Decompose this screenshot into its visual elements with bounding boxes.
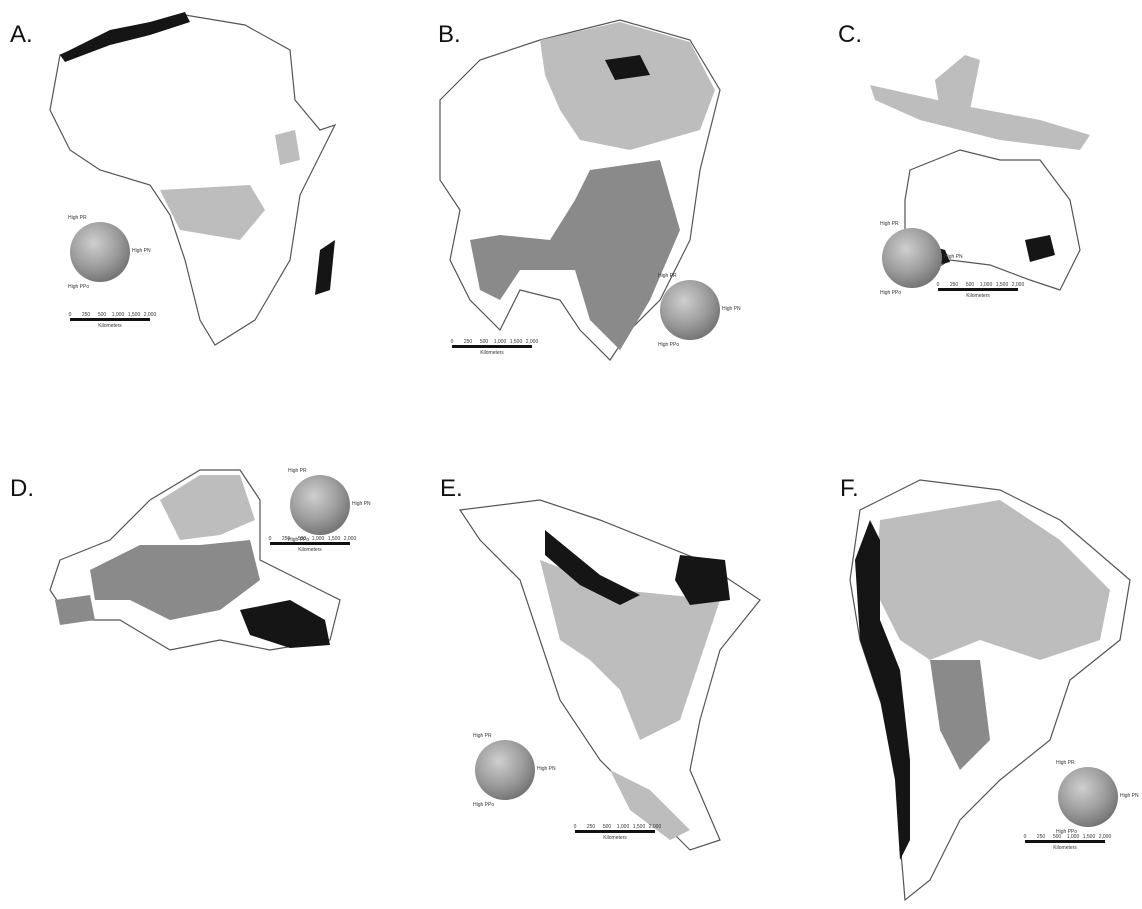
scale-tick: 0 [1024, 834, 1027, 840]
legend-label: High PPo [880, 290, 901, 296]
panel-label: C. [838, 21, 862, 48]
scale-unit: Kilometers [298, 547, 322, 553]
scale-unit: Kilometers [603, 835, 627, 841]
scale-tick: 2,000 [344, 536, 357, 542]
scale-tick: 250 [1037, 834, 1046, 840]
africa [50, 15, 335, 345]
scale-bar [452, 345, 532, 348]
legend-label: High PN [132, 248, 151, 254]
legend-label: High PN [352, 501, 371, 507]
legend-label: High PR [68, 215, 87, 221]
legend-label: High PN [944, 254, 963, 260]
scale-bar [575, 830, 655, 833]
legend-label: High PN [537, 766, 556, 772]
scale-tick: 500 [1053, 834, 1062, 840]
maps [50, 12, 1130, 900]
legend-label: High PPo [68, 284, 89, 290]
scale-tick: 500 [298, 536, 307, 542]
scale-tick: 2,000 [526, 339, 539, 345]
scale-tick: 1,000 [494, 339, 507, 345]
scale-tick: 0 [937, 282, 940, 288]
region [870, 85, 1090, 150]
scale-tick: 2,000 [649, 824, 662, 830]
scale-unit: Kilometers [480, 350, 504, 356]
panel-label: D. [10, 475, 34, 502]
panel-label: E. [440, 475, 463, 502]
scale-tick: 250 [587, 824, 596, 830]
scale-tick: 0 [69, 312, 72, 318]
legend-label: High PN [722, 306, 741, 312]
legend-sphere [290, 475, 350, 535]
scale-tick: 0 [269, 536, 272, 542]
region [875, 500, 1110, 660]
legend-label: High PN [1120, 793, 1139, 799]
page: {"panels":[{"label":"A."},{"label":"B."}… [0, 0, 1142, 909]
scale-tick: 1,500 [1083, 834, 1096, 840]
legend-label: High PR [288, 468, 307, 474]
scale-tick: 0 [574, 824, 577, 830]
scale-unit: Kilometers [1053, 845, 1077, 851]
scale-tick: 1,000 [312, 536, 325, 542]
scale-tick: 1,500 [128, 312, 141, 318]
scale-tick: 250 [82, 312, 91, 318]
panel-label: F. [840, 475, 859, 502]
legend-label: High PR [880, 221, 899, 227]
scale-tick: 2,000 [1012, 282, 1025, 288]
region [315, 240, 335, 295]
figure: A.High PRHigh PNHigh PPo02505001,0001,50… [0, 0, 1142, 909]
legend-sphere [70, 222, 130, 282]
panel-label: B. [438, 21, 461, 48]
scale-unit: Kilometers [966, 293, 990, 299]
scale-tick: 250 [464, 339, 473, 345]
legend-sphere [1058, 767, 1118, 827]
scale-tick: 250 [282, 536, 291, 542]
scale-tick: 1,500 [996, 282, 1009, 288]
scale-tick: 1,500 [328, 536, 341, 542]
panel-label: A. [10, 21, 33, 48]
scale-unit: Kilometers [98, 323, 122, 329]
legend-sphere [882, 228, 942, 288]
scale-tick: 1,000 [980, 282, 993, 288]
legend-label: High PR [1056, 760, 1075, 766]
scale-bar [270, 542, 350, 545]
scale-tick: 1,500 [633, 824, 646, 830]
legend-label: High PPo [473, 802, 494, 808]
legend-sphere [660, 280, 720, 340]
region [935, 55, 980, 110]
scale-tick: 0 [451, 339, 454, 345]
scale-tick: 1,500 [510, 339, 523, 345]
scale-tick: 500 [98, 312, 107, 318]
scale-tick: 2,000 [144, 312, 157, 318]
legend-label: High PR [473, 733, 492, 739]
legend-sphere [475, 740, 535, 800]
scale-tick: 500 [603, 824, 612, 830]
legend-label: High PR [658, 273, 677, 279]
scale-tick: 1,000 [1067, 834, 1080, 840]
scale-tick: 500 [966, 282, 975, 288]
scale-bar [1025, 840, 1105, 843]
scale-tick: 500 [480, 339, 489, 345]
scale-tick: 2,000 [1099, 834, 1112, 840]
scale-bar [938, 288, 1018, 291]
scale-bar [70, 318, 150, 321]
legend-label: High PPo [658, 342, 679, 348]
scale-tick: 1,000 [617, 824, 630, 830]
scale-tick: 1,000 [112, 312, 125, 318]
scale-tick: 250 [950, 282, 959, 288]
